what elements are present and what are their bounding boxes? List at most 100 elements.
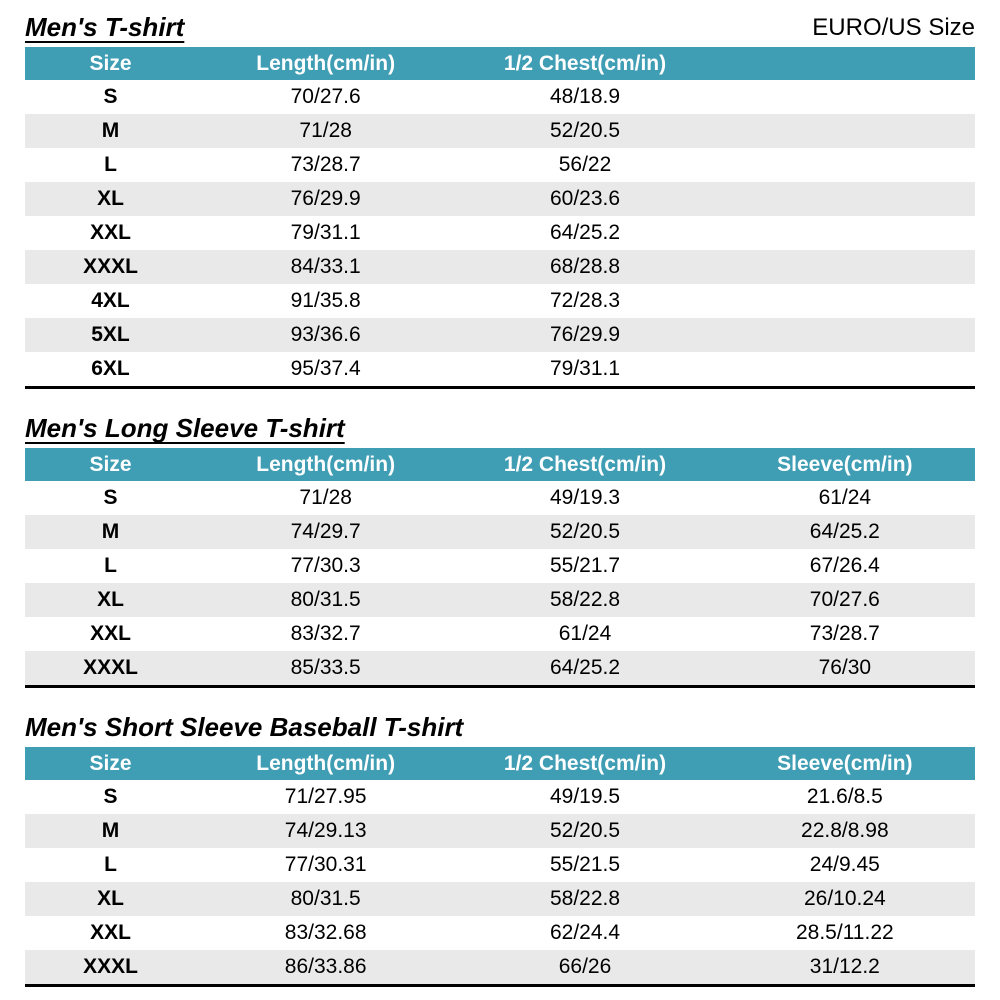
measurement-cell: 70/27.6	[809, 588, 880, 611]
measurement-cell: 77/30.3	[290, 554, 361, 577]
measurement-cell: 74/29.13	[284, 819, 367, 842]
measurement-cell: 72/28.3	[549, 289, 621, 312]
size-cell: S	[103, 486, 118, 509]
size-cell: XL	[97, 187, 124, 210]
measurement-cell: 52/20.5	[549, 520, 621, 543]
table-row: XXL 83/32.7 61/24 73/28.7	[25, 617, 975, 651]
size-table-section: Men's Short Sleeve Baseball T-shirt Size L…	[25, 712, 975, 987]
size-cell: XXL	[90, 622, 131, 645]
measurement-cell: 85/33.5	[290, 656, 361, 679]
section-title-row: Men's T-shirt EURO/US Size	[25, 12, 975, 42]
table-header-cell: Length(cm/in)	[196, 448, 456, 481]
measurement-cell: 52/20.5	[549, 819, 621, 842]
size-table-section: Men's T-shirt EURO/US Size Size Length(cm/i…	[25, 12, 975, 389]
table-header-cell: 1/2 Chest(cm/in)	[455, 448, 715, 481]
measurement-cell: 91/35.8	[290, 289, 361, 312]
table-row: XXXL 86/33.86 66/26 31/12.2	[25, 950, 975, 986]
measurement-cell: 61/24	[818, 486, 872, 509]
table-header-cell	[714, 47, 975, 80]
measurement-cell: 84/33.1	[290, 255, 361, 278]
table-header-row: Size Length(cm/in) 1/2 Chest(cm/in) Sleeve(…	[25, 448, 975, 481]
size-cell: 4XL	[91, 289, 130, 312]
measurement-cell: 83/32.68	[284, 921, 367, 944]
size-cell: XL	[97, 887, 124, 910]
table-row: M 71/28 52/20.5	[25, 114, 975, 148]
measurement-cell: 66/26	[558, 955, 612, 978]
measurement-cell: 58/22.8	[549, 887, 621, 910]
table-row: M 74/29.13 52/20.5 22.8/8.98	[25, 814, 975, 848]
size-cell: XXL	[90, 921, 131, 944]
measurement-cell: 71/28	[299, 119, 352, 142]
measurement-cell: 49/19.3	[549, 486, 621, 509]
size-standard-note: EURO/US Size	[812, 14, 975, 41]
size-table: Size Length(cm/in) 1/2 Chest(cm/in) Sleeve(…	[25, 747, 975, 987]
size-table-section: Men's Long Sleeve T-shirt Size Length(cm/i…	[25, 413, 975, 688]
measurement-cell: 73/28.7	[290, 153, 361, 176]
measurement-cell: 79/31.1	[549, 357, 621, 380]
measurement-cell: 71/28	[299, 486, 352, 509]
measurement-cell: 95/37.4	[290, 357, 361, 380]
measurement-cell: 24/9.45	[809, 853, 880, 876]
size-cell: S	[103, 85, 118, 108]
table-row: 6XL 95/37.4 79/31.1	[25, 352, 975, 388]
table-header-cell: Sleeve(cm/in)	[714, 747, 975, 780]
table-row: 5XL 93/36.6 76/29.9	[25, 318, 975, 352]
table-header-cell: Size	[25, 448, 196, 481]
size-cell: S	[103, 785, 118, 808]
measurement-cell: 86/33.86	[284, 955, 367, 978]
table-header-cell: Size	[25, 747, 196, 780]
size-cell: XXXL	[83, 656, 138, 679]
table-row: L 77/30.31 55/21.5 24/9.45	[25, 848, 975, 882]
table-header-row: Size Length(cm/in) 1/2 Chest(cm/in) Sleeve(…	[25, 747, 975, 780]
size-cell: XXL	[90, 221, 131, 244]
table-row: XXXL 84/33.1 68/28.8	[25, 250, 975, 284]
table-row: XXL 83/32.68 62/24.4 28.5/11.22	[25, 916, 975, 950]
measurement-cell: 49/19.5	[549, 785, 621, 808]
size-cell: L	[104, 153, 117, 176]
size-cell: XXXL	[83, 955, 138, 978]
measurement-cell: 74/29.7	[290, 520, 361, 543]
measurement-cell: 58/22.8	[549, 588, 621, 611]
measurement-cell: 77/30.31	[284, 853, 367, 876]
measurement-cell	[715, 216, 975, 250]
size-cell: L	[104, 853, 117, 876]
table-header-cell: Length(cm/in)	[196, 747, 456, 780]
table-header-cell: Sleeve(cm/in)	[714, 448, 975, 481]
table-row: 4XL 91/35.8 72/28.3	[25, 284, 975, 318]
table-row: XL 80/31.5 58/22.8 70/27.6	[25, 583, 975, 617]
table-row: XL 80/31.5 58/22.8 26/10.24	[25, 882, 975, 916]
measurement-cell	[715, 318, 975, 352]
table-header-cell: 1/2 Chest(cm/in)	[455, 47, 715, 80]
section-title-row: Men's Long Sleeve T-shirt	[25, 413, 975, 443]
measurement-cell: 73/28.7	[809, 622, 880, 645]
table-row: XXXL 85/33.5 64/25.2 76/30	[25, 651, 975, 687]
measurement-cell	[715, 80, 975, 114]
measurement-cell	[715, 182, 975, 216]
size-cell: M	[101, 819, 120, 842]
size-tables: Men's T-shirt EURO/US Size Size Length(cm/i…	[25, 12, 975, 987]
measurement-cell	[715, 114, 975, 148]
size-cell: 6XL	[91, 357, 130, 380]
table-row: XXL 79/31.1 64/25.2	[25, 216, 975, 250]
measurement-cell: 70/27.6	[290, 85, 361, 108]
measurement-cell: 64/25.2	[549, 221, 621, 244]
measurement-cell: 64/25.2	[549, 656, 621, 679]
size-table: Size Length(cm/in) 1/2 Chest(cm/in) S 70/27.…	[25, 47, 975, 389]
size-cell: XL	[97, 588, 124, 611]
measurement-cell: 64/25.2	[809, 520, 880, 543]
measurement-cell: 26/10.24	[803, 887, 886, 910]
section-title: Men's T-shirt	[25, 12, 185, 42]
measurement-cell: 93/36.6	[290, 323, 361, 346]
table-header-cell: 1/2 Chest(cm/in)	[455, 747, 715, 780]
measurement-cell: 67/26.4	[809, 554, 880, 577]
measurement-cell: 71/27.95	[284, 785, 367, 808]
measurement-cell: 31/12.2	[809, 955, 880, 978]
measurement-cell: 61/24	[558, 622, 612, 645]
table-row: S 71/27.95 49/19.5 21.6/8.5	[25, 780, 975, 814]
table-row: L 77/30.3 55/21.7 67/26.4	[25, 549, 975, 583]
measurement-cell: 76/30	[818, 656, 872, 679]
table-row: S 71/28 49/19.3 61/24	[25, 481, 975, 515]
measurement-cell: 80/31.5	[290, 887, 361, 910]
measurement-cell: 22.8/8.98	[801, 819, 889, 842]
